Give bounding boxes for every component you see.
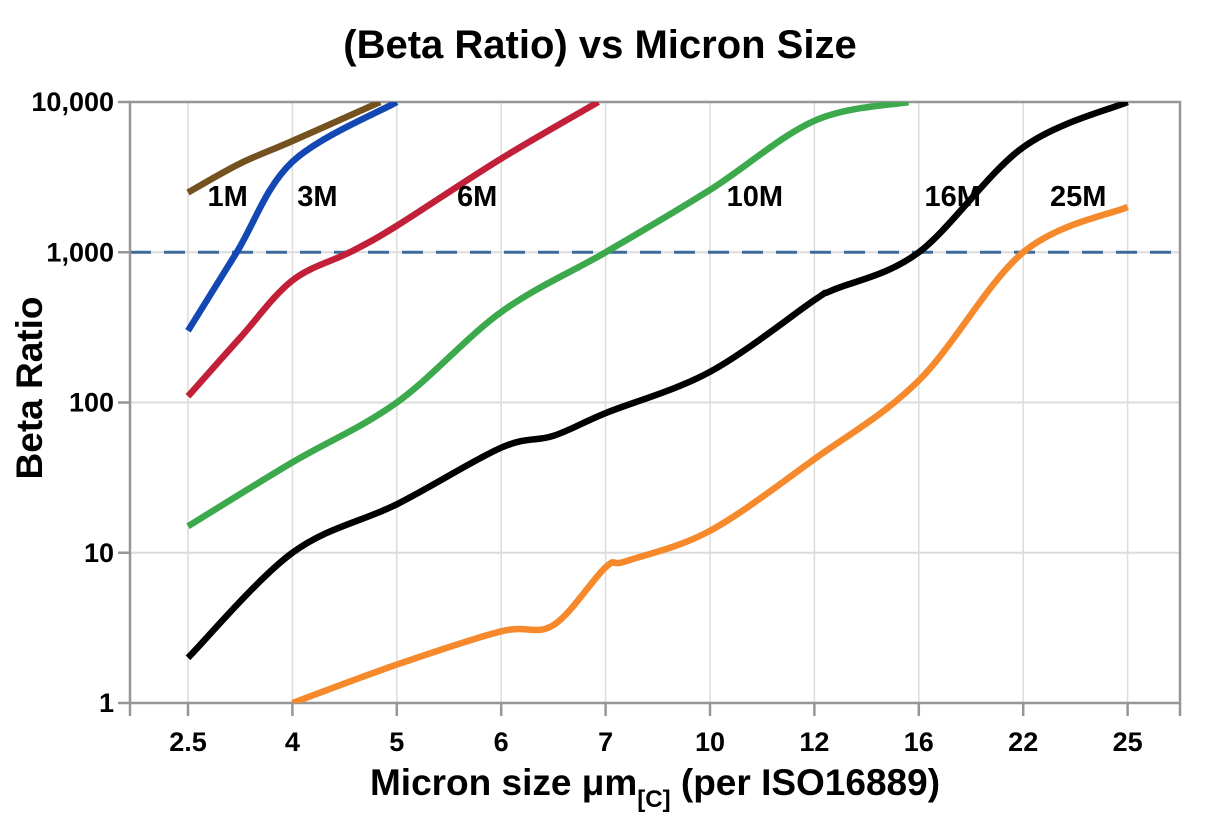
series-10M-line — [186, 102, 910, 530]
x-tick-label-4: 4 — [285, 727, 300, 757]
series-10M-label: 10M — [727, 181, 783, 213]
axes — [118, 100, 1182, 716]
series-1M-label: 1M — [208, 181, 248, 213]
series-16M-line — [185, 102, 1129, 661]
x-axis-title: Micron size μm[C] (per ISO16889) — [370, 762, 940, 813]
y-tick-label-10: 10 — [84, 538, 114, 568]
y-tick-label-1: 1 — [99, 688, 114, 718]
x-axis-title-subscript: [C] — [637, 786, 670, 813]
y-tick-label-1,000: 1,000 — [46, 237, 114, 267]
series-3M-line — [185, 102, 399, 333]
series-25M-line — [291, 203, 1129, 703]
x-tick-label-5: 5 — [389, 727, 404, 757]
curve-labels: 1M 3M 6M 10M 16M 25M — [208, 181, 1107, 213]
y-tick-label-10,000: 10,000 — [31, 87, 114, 117]
tick-labels: 2.5 4 5 6 7 10 12 16 22 25 1 10 100 1,000 10,000 — [31, 87, 1142, 757]
x-axis-title-rest: (per ISO16889) — [671, 762, 940, 803]
y-axis-title: Beta Ratio — [9, 297, 50, 480]
chart-title: (Beta Ratio) vs Micron Size — [343, 23, 856, 67]
x-tick-label-10: 10 — [695, 727, 725, 757]
series-6M-line — [185, 102, 600, 399]
curves — [185, 102, 1129, 703]
series-3M-label: 3M — [297, 181, 337, 213]
x-tick-label-22: 22 — [1008, 727, 1038, 757]
series-1M-line — [186, 102, 382, 196]
gridlines — [130, 102, 1180, 703]
series-16M-label: 16M — [925, 181, 981, 213]
y-tick-label-100: 100 — [69, 388, 114, 418]
x-tick-label-16: 16 — [904, 727, 934, 757]
x-tick-label-2.5: 2.5 — [169, 727, 207, 757]
x-tick-label-12: 12 — [799, 727, 829, 757]
x-tick-label-6: 6 — [494, 727, 509, 757]
x-axis-title-main: Micron size μm — [370, 762, 637, 803]
series-25M-label: 25M — [1050, 181, 1106, 213]
x-tick-label-7: 7 — [598, 727, 613, 757]
series-6M-label: 6M — [457, 181, 497, 213]
x-tick-label-25: 25 — [1113, 727, 1143, 757]
